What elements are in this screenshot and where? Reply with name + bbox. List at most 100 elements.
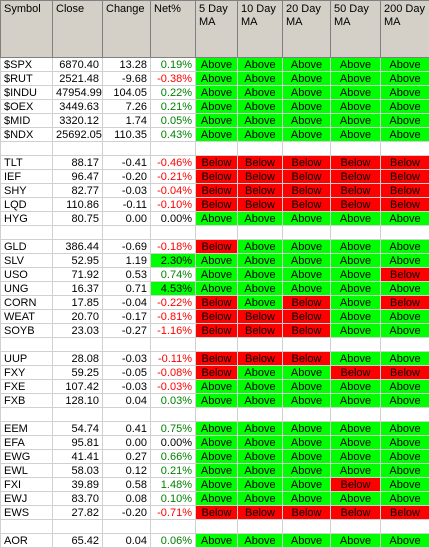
data-row: EWJ 83.70 0.08 0.10% Above Above Above Above Abo… <box>0 491 429 506</box>
ma-status: Above <box>282 113 331 128</box>
change: 0.53 <box>102 267 151 282</box>
ma-status: Above <box>330 533 381 548</box>
symbol: AOR <box>0 533 53 548</box>
empty-cell <box>0 337 53 352</box>
column-header: Symbol <box>0 0 53 58</box>
close: 95.81 <box>52 435 103 450</box>
ma-status: Above <box>237 365 283 380</box>
change: 0.04 <box>102 533 151 548</box>
ma-status: Above <box>282 365 331 380</box>
symbol: $INDU <box>0 85 53 100</box>
ma-status: Above <box>380 309 429 324</box>
change: 13.28 <box>102 57 151 72</box>
ma-status: Above <box>380 379 429 394</box>
net-percent: 0.03% <box>150 393 196 408</box>
ma-status: Below <box>330 477 381 492</box>
symbol: HYG <box>0 211 53 226</box>
empty-cell <box>282 225 331 240</box>
close: 16.37 <box>52 281 103 296</box>
close: 110.86 <box>52 197 103 212</box>
ma-status: Above <box>330 113 381 128</box>
ma-status: Above <box>330 253 381 268</box>
close: 54.74 <box>52 421 103 436</box>
empty-cell <box>195 141 238 156</box>
column-header: 50 Day MA <box>330 0 381 58</box>
empty-cell <box>282 141 331 156</box>
ma-status: Above <box>237 491 283 506</box>
symbol: $MID <box>0 113 53 128</box>
ma-status: Above <box>195 435 238 450</box>
ma-status: Below <box>195 295 238 310</box>
table-body: $SPX 6870.40 13.28 0.19% Above Above Above Abov… <box>0 57 429 548</box>
empty-cell <box>330 407 381 422</box>
empty-cell <box>282 337 331 352</box>
symbol: $SPX <box>0 57 53 72</box>
spacer-row <box>0 141 429 156</box>
close: 59.25 <box>52 365 103 380</box>
ma-status: Below <box>330 505 381 520</box>
net-percent: 0.10% <box>150 491 196 506</box>
data-row: SLV 52.95 1.19 2.30% Above Above Above Above Abo… <box>0 253 429 268</box>
empty-cell <box>237 407 283 422</box>
ma-status: Below <box>380 295 429 310</box>
ma-status: Above <box>380 435 429 450</box>
ma-status: Above <box>195 449 238 464</box>
change: 110.35 <box>102 127 151 142</box>
symbol: WEAT <box>0 309 53 324</box>
ma-status: Above <box>195 85 238 100</box>
ma-status: Above <box>195 533 238 548</box>
ma-status: Above <box>330 267 381 282</box>
empty-cell <box>102 407 151 422</box>
close: 386.44 <box>52 239 103 254</box>
empty-cell <box>195 225 238 240</box>
symbol: SLV <box>0 253 53 268</box>
change: -0.03 <box>102 379 151 394</box>
ma-status: Above <box>237 463 283 478</box>
empty-cell <box>150 337 196 352</box>
ma-status: Above <box>282 85 331 100</box>
ma-status: Above <box>282 267 331 282</box>
ma-status: Below <box>282 323 331 338</box>
ma-status: Above <box>237 85 283 100</box>
ma-status: Below <box>380 505 429 520</box>
spacer-row <box>0 407 429 422</box>
net-percent: -1.16% <box>150 323 196 338</box>
ma-status: Below <box>330 169 381 184</box>
change: 0.12 <box>102 463 151 478</box>
header-row: Symbol Close Change Net% 5 Day MA 10 Day MA 20… <box>0 0 429 58</box>
column-header: 20 Day MA <box>282 0 331 58</box>
close: 52.95 <box>52 253 103 268</box>
empty-cell <box>330 337 381 352</box>
close: 27.82 <box>52 505 103 520</box>
column-header: 5 Day MA <box>195 0 238 58</box>
ma-status: Above <box>237 71 283 86</box>
empty-cell <box>330 225 381 240</box>
empty-cell <box>380 407 429 422</box>
ma-status: Below <box>237 155 283 170</box>
ma-status: Above <box>380 393 429 408</box>
ma-status: Above <box>282 421 331 436</box>
net-percent: 0.43% <box>150 127 196 142</box>
net-percent: -0.81% <box>150 309 196 324</box>
change: 0.71 <box>102 281 151 296</box>
data-row: GLD 386.44 -0.69 -0.18% Below Above Above Above… <box>0 239 429 254</box>
close: 82.77 <box>52 183 103 198</box>
spacer-row <box>0 225 429 240</box>
change: -0.03 <box>102 183 151 198</box>
data-row: IEF 96.47 -0.20 -0.21% Below Below Below Below B… <box>0 169 429 184</box>
ma-status: Above <box>380 253 429 268</box>
change: 0.00 <box>102 211 151 226</box>
ma-status: Below <box>380 267 429 282</box>
net-percent: 0.66% <box>150 449 196 464</box>
close: 17.85 <box>52 295 103 310</box>
ma-status: Below <box>380 169 429 184</box>
symbol: EWS <box>0 505 53 520</box>
ma-status: Below <box>195 197 238 212</box>
data-row: $RUT 2521.48 -9.68 -0.38% Above Above Above Abo… <box>0 71 429 86</box>
net-percent: 1.48% <box>150 477 196 492</box>
net-percent: 0.75% <box>150 421 196 436</box>
ma-status: Above <box>237 533 283 548</box>
empty-cell <box>330 519 381 534</box>
change: -0.03 <box>102 351 151 366</box>
